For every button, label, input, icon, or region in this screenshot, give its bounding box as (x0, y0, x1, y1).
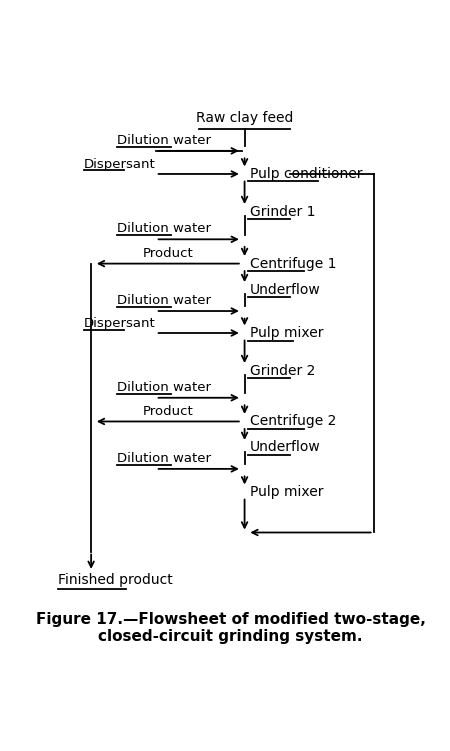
Text: Pulp mixer: Pulp mixer (250, 485, 323, 499)
Text: Centrifuge 2: Centrifuge 2 (250, 415, 336, 429)
Text: Grinder 1: Grinder 1 (250, 204, 315, 219)
Text: Dispersant: Dispersant (84, 158, 156, 170)
Text: closed-circuit grinding system.: closed-circuit grinding system. (99, 629, 363, 644)
Text: Pulp mixer: Pulp mixer (250, 326, 323, 340)
Text: Product: Product (143, 405, 193, 418)
Text: Dilution water: Dilution water (117, 222, 212, 235)
Text: Dilution water: Dilution water (117, 134, 212, 147)
Text: Dilution water: Dilution water (117, 381, 212, 394)
Text: Underflow: Underflow (250, 282, 320, 297)
Text: Underflow: Underflow (250, 441, 320, 454)
Text: Finished product: Finished product (58, 574, 173, 587)
Text: Centrifuge 1: Centrifuge 1 (250, 257, 336, 270)
Text: Dilution water: Dilution water (117, 452, 212, 465)
Text: Grinder 2: Grinder 2 (250, 363, 315, 378)
Text: Dispersant: Dispersant (84, 317, 156, 330)
Text: Pulp conditioner: Pulp conditioner (250, 167, 362, 181)
Text: Raw clay feed: Raw clay feed (196, 111, 293, 125)
Text: Dilution water: Dilution water (117, 294, 212, 307)
Text: Figure 17.—Flowsheet of modified two-stage,: Figure 17.—Flowsheet of modified two-sta… (36, 612, 426, 627)
Text: Product: Product (143, 246, 193, 260)
